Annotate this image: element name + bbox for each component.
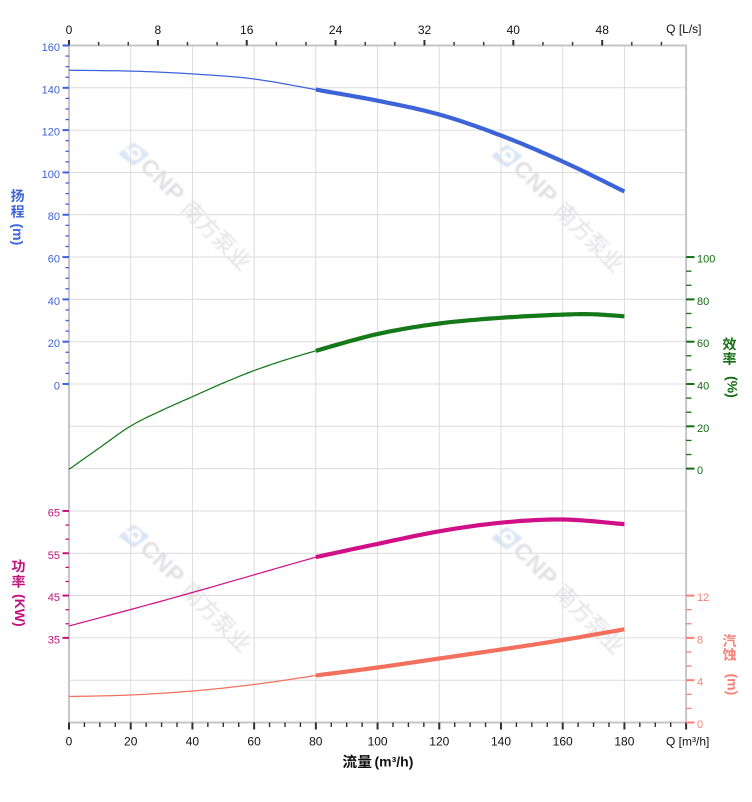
svg-text:0: 0 — [66, 23, 73, 37]
svg-text:0: 0 — [66, 735, 73, 749]
svg-text:0: 0 — [54, 381, 60, 393]
svg-text:140: 140 — [42, 84, 60, 96]
svg-text:48: 48 — [596, 23, 610, 37]
svg-text:65: 65 — [48, 507, 60, 519]
svg-text:20: 20 — [697, 423, 709, 435]
svg-text:0: 0 — [697, 465, 703, 477]
svg-text:140: 140 — [491, 735, 511, 749]
svg-text:160: 160 — [553, 735, 573, 749]
svg-text:80: 80 — [48, 211, 60, 223]
svg-text:55: 55 — [48, 550, 60, 562]
svg-text:100: 100 — [697, 254, 715, 266]
svg-text:120: 120 — [42, 127, 60, 139]
svg-text:40: 40 — [697, 381, 709, 393]
svg-text:Q [L/s]: Q [L/s] — [666, 22, 701, 36]
svg-text:35: 35 — [48, 634, 60, 646]
svg-text:120: 120 — [429, 735, 449, 749]
svg-text:12: 12 — [697, 592, 709, 604]
svg-text:60: 60 — [697, 338, 709, 350]
svg-text:180: 180 — [614, 735, 634, 749]
svg-text:40: 40 — [48, 296, 60, 308]
svg-text:80: 80 — [309, 735, 323, 749]
svg-text:40: 40 — [186, 735, 200, 749]
svg-text:16: 16 — [240, 23, 254, 37]
svg-text:80: 80 — [697, 296, 709, 308]
svg-text:100: 100 — [368, 735, 388, 749]
svg-text:20: 20 — [124, 735, 138, 749]
svg-text:160: 160 — [42, 42, 60, 54]
svg-text:60: 60 — [48, 254, 60, 266]
svg-text:4: 4 — [697, 677, 703, 689]
svg-text:(m): (m) — [725, 674, 741, 696]
svg-text:(KW): (KW) — [12, 594, 28, 627]
svg-text:40: 40 — [507, 23, 521, 37]
svg-text:(m³/h): (m³/h) — [375, 753, 414, 769]
svg-text:24: 24 — [329, 23, 343, 37]
svg-text:0: 0 — [697, 719, 703, 731]
svg-text:60: 60 — [247, 735, 261, 749]
svg-text:8: 8 — [155, 23, 162, 37]
svg-text:(m): (m) — [10, 224, 26, 246]
svg-text:45: 45 — [48, 592, 60, 604]
svg-text:20: 20 — [48, 338, 60, 350]
svg-text:Q [m³/h]: Q [m³/h] — [666, 735, 709, 749]
svg-text:(%): (%) — [724, 376, 740, 398]
svg-text:32: 32 — [418, 23, 432, 37]
svg-text:8: 8 — [697, 634, 703, 646]
svg-text:100: 100 — [42, 169, 60, 181]
